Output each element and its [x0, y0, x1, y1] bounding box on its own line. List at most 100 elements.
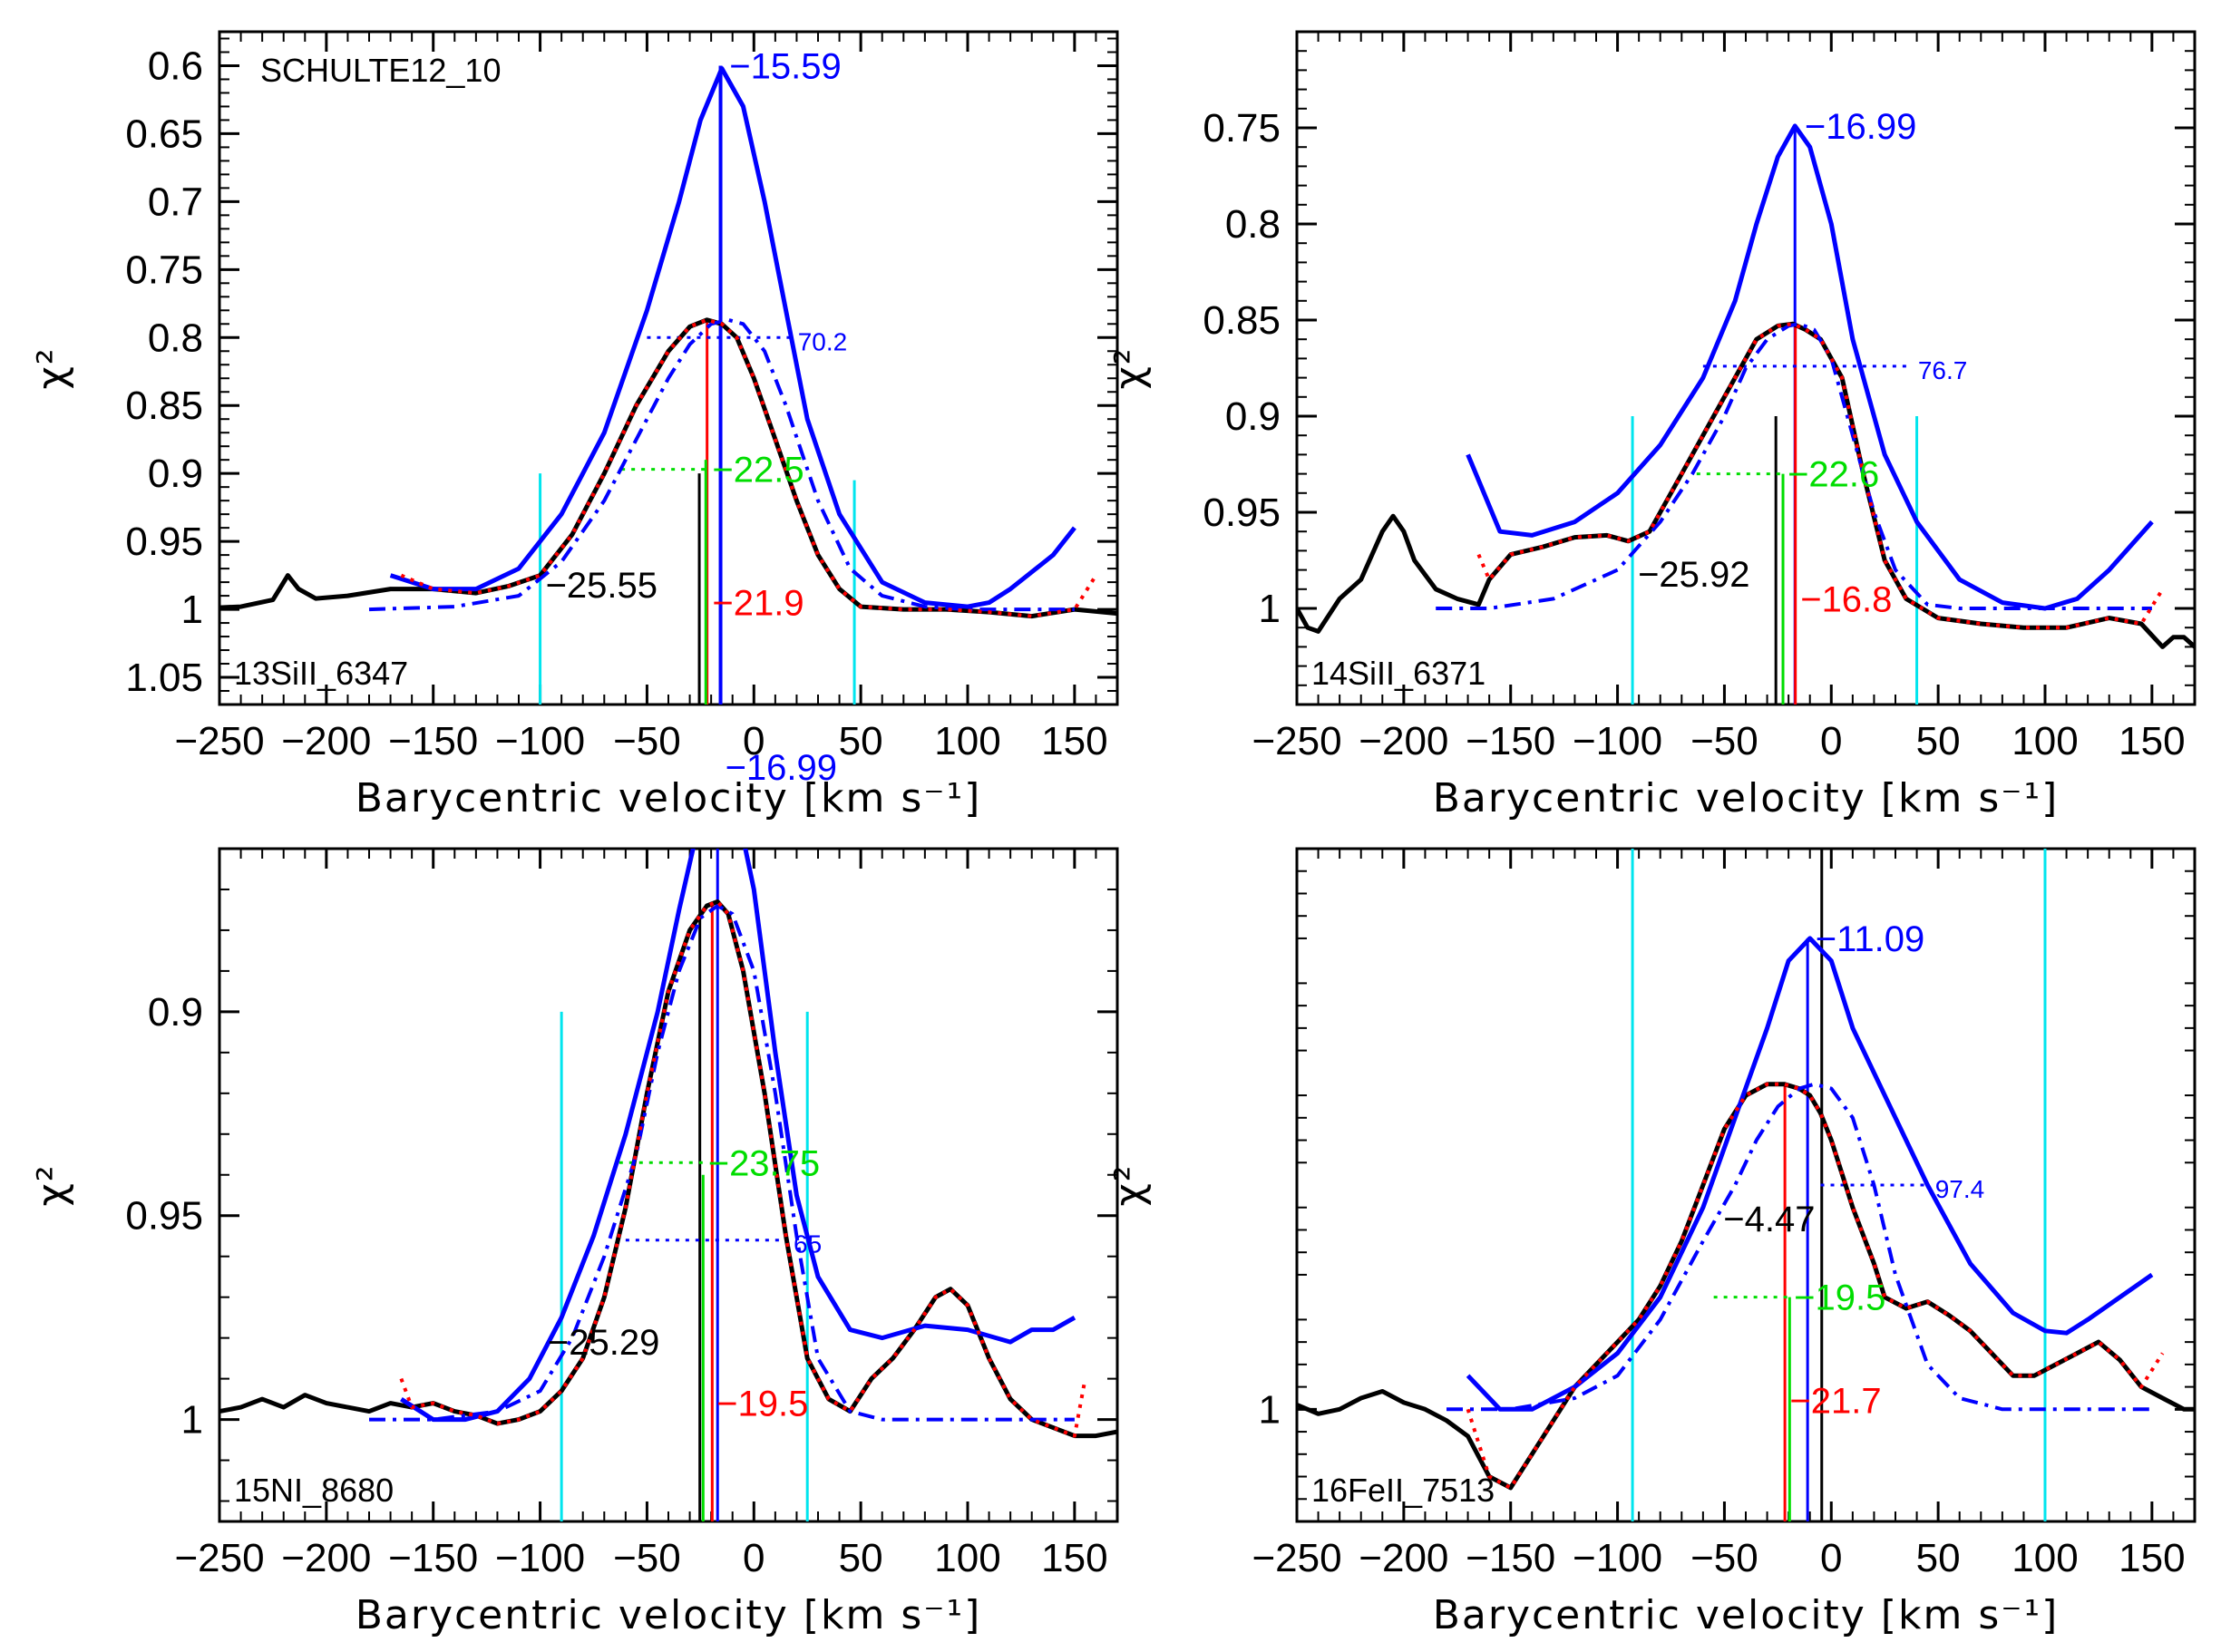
x-tick-label: 0 [743, 719, 765, 763]
x-tick-label: −100 [495, 719, 585, 763]
chart-panel-2: −250 −200 −150 −100 −50 0 50 100 150 0.75 0.8 0.85 0… [1106, 30, 2197, 821]
x-tick-label: −250 [1252, 1536, 1341, 1580]
series-line-2 [1466, 123, 2154, 611]
y-tick-label: 1.05 [125, 656, 203, 700]
y-tick-label: 1 [1259, 587, 1281, 631]
y-axis-title: χ² [29, 1163, 75, 1206]
y-tick-label: 0.7 [148, 180, 203, 224]
velocity-annotation: 76.7 [1918, 356, 1968, 384]
x-tick-label: 150 [1041, 1536, 1107, 1580]
y-tick-label: 0.95 [125, 1194, 203, 1239]
chart-panel-3: −250 −200 −150 −100 −50 0 50 100 150 0.9 0.95 1 Bary… [29, 748, 1119, 1638]
velocity-annotation: −25.55 [546, 566, 658, 606]
velocity-annotation: −19.5 [716, 1385, 808, 1424]
x-tick-label: −100 [1573, 719, 1662, 763]
x-tick-label: −200 [1359, 1536, 1448, 1580]
data-area [1297, 849, 2195, 1521]
series-line-4 [400, 317, 1098, 618]
x-tick-label: −150 [1466, 719, 1555, 763]
figure-title: SCHULTE12_10 [260, 52, 501, 89]
velocity-annotation: −25.29 [548, 1323, 659, 1363]
data-area [219, 849, 1117, 1521]
x-tick-label: 150 [1041, 719, 1107, 763]
x-tick-label: −150 [388, 719, 478, 763]
x-axis-title: Barycentric velocity [km s⁻¹] [1433, 775, 2060, 821]
series-line-2 [389, 66, 1076, 609]
y-tick-label: 0.75 [1203, 106, 1281, 151]
y-tick-label: 0.8 [1225, 202, 1281, 247]
x-tick-label: 50 [839, 719, 883, 763]
x-tick-label: −250 [1252, 719, 1341, 763]
x-tick-label: −50 [1690, 719, 1758, 763]
y-tick-label: 0.8 [148, 316, 203, 360]
velocity-annotation: −21.9 [712, 584, 804, 624]
series-line-2 [1466, 936, 2154, 1412]
y-tick-label: 0.85 [125, 384, 203, 428]
series-line-3 [1447, 1082, 2152, 1412]
x-axis-title: Barycentric velocity [km s⁻¹] [356, 1592, 982, 1638]
x-tick-label: −50 [1690, 1536, 1758, 1580]
x-tick-label: 150 [2119, 719, 2185, 763]
velocity-annotation: −16.99 [726, 748, 837, 788]
series-line-4 [399, 899, 1087, 1438]
panel-label: 14SiII_6371 [1311, 655, 1486, 692]
velocity-annotation: 65 [794, 1230, 822, 1258]
x-tick-label: −200 [1359, 719, 1448, 763]
x-tick-label: −100 [1573, 1536, 1662, 1580]
x-tick-label: −250 [174, 719, 264, 763]
panel-label: 16FeII_7513 [1311, 1472, 1495, 1509]
velocity-annotation: −15.59 [729, 46, 841, 86]
series-line-3 [368, 317, 1075, 612]
y-tick-label: 0.75 [125, 248, 203, 292]
panel-label: 13SiII_6347 [234, 655, 408, 692]
chart-panel-4: −250 −200 −150 −100 −50 0 50 100 150 1 Barycentric… [1106, 847, 2197, 1638]
y-tick-label: 0.6 [148, 44, 203, 88]
x-tick-label: −200 [281, 719, 371, 763]
x-tick-label: 0 [743, 1536, 765, 1580]
x-tick-label: −200 [281, 1536, 371, 1580]
x-tick-label: −50 [613, 1536, 681, 1580]
x-tick-label: 0 [1820, 1536, 1842, 1580]
data-area [1297, 123, 2195, 705]
y-tick-label: 0.95 [1203, 491, 1281, 535]
x-tick-label: 100 [2012, 719, 2078, 763]
x-tick-label: 50 [839, 1536, 883, 1580]
y-tick-label: 0.9 [148, 990, 203, 1035]
y-tick-label: 1 [181, 1398, 203, 1443]
x-tick-label: −250 [174, 1536, 264, 1580]
velocity-annotation: 70.2 [798, 327, 848, 355]
y-tick-label: 0.9 [1225, 394, 1281, 439]
y-axis-title: χ² [1106, 1163, 1153, 1206]
x-tick-label: 100 [2012, 1536, 2078, 1580]
data-area [219, 65, 1117, 705]
y-axis-title: χ² [29, 346, 75, 389]
velocity-annotation: −25.92 [1638, 555, 1749, 595]
x-tick-label: −50 [613, 719, 681, 763]
chart-panel-1: −250 −200 −150 −100 −50 0 50 100 150 0.6 0.65 0.7 0.… [29, 30, 1119, 821]
x-tick-label: −150 [388, 1536, 478, 1580]
velocity-annotation: −22.6 [1788, 455, 1879, 495]
series-line-4 [1466, 1082, 2165, 1490]
series-line-1 [219, 899, 1117, 1439]
x-tick-label: 0 [1820, 719, 1842, 763]
velocity-annotation: −19.5 [1794, 1278, 1885, 1318]
x-tick-label: 150 [2119, 1536, 2185, 1580]
velocity-annotation: −21.7 [1789, 1381, 1881, 1421]
panel-label: 15NI_8680 [234, 1472, 394, 1509]
y-axis-title: χ² [1106, 346, 1153, 389]
x-tick-label: 100 [934, 719, 1000, 763]
velocity-annotation: −16.8 [1800, 579, 1892, 619]
x-tick-label: 50 [1916, 719, 1961, 763]
velocity-annotation: 97.4 [1935, 1175, 1985, 1203]
series-line-4 [1476, 322, 2165, 630]
series-line-2 [400, 849, 1076, 1423]
series-line-3 [369, 904, 1075, 1422]
velocity-annotation: −4.47 [1723, 1200, 1815, 1239]
velocity-annotation: −23.75 [708, 1143, 820, 1183]
y-tick-label: 0.9 [148, 452, 203, 496]
x-tick-label: −150 [1466, 1536, 1555, 1580]
y-tick-label: 1 [181, 588, 203, 632]
series-line-3 [1436, 322, 2152, 610]
x-axis-title: Barycentric velocity [km s⁻¹] [356, 775, 982, 821]
